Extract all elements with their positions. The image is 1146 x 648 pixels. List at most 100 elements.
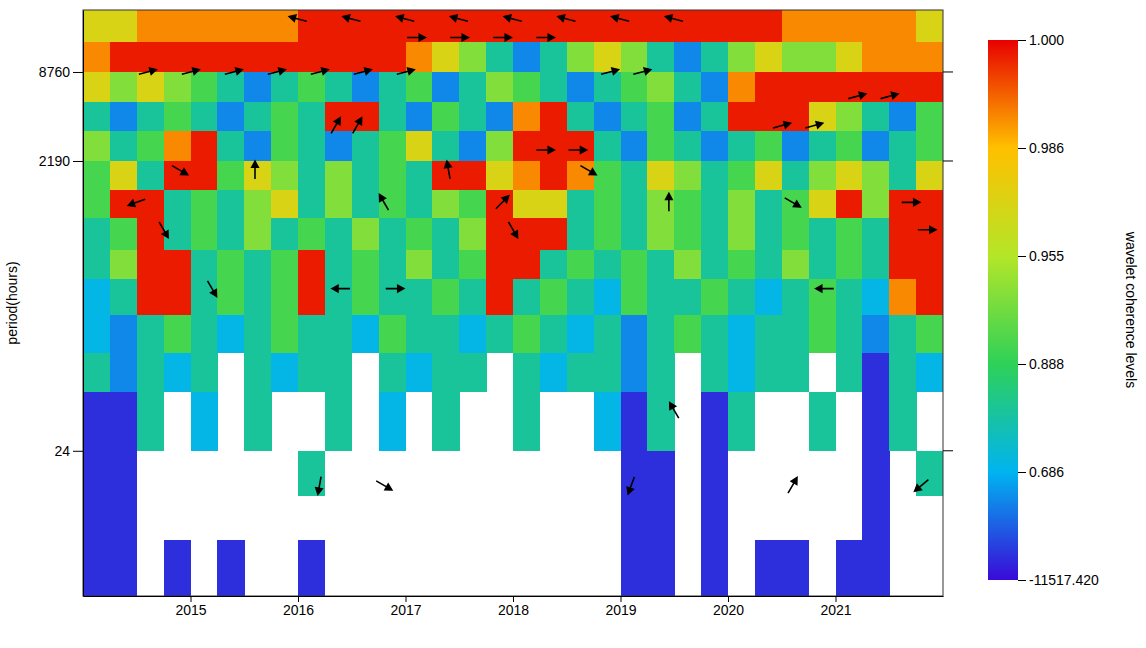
phase-arrow bbox=[407, 34, 425, 40]
cell bbox=[164, 279, 191, 315]
cell bbox=[647, 161, 674, 190]
cell bbox=[217, 10, 244, 42]
phase-arrow bbox=[509, 222, 518, 238]
cell bbox=[782, 218, 809, 250]
cell bbox=[379, 102, 406, 131]
cell bbox=[83, 540, 110, 596]
cell bbox=[110, 353, 137, 392]
cell bbox=[110, 451, 137, 496]
cell bbox=[782, 250, 809, 279]
y-axis-right bbox=[943, 72, 953, 451]
cell bbox=[567, 102, 594, 131]
phase-arrow bbox=[558, 15, 575, 21]
cell bbox=[513, 315, 540, 354]
cell bbox=[621, 131, 648, 162]
cell bbox=[191, 279, 218, 315]
cell bbox=[459, 42, 486, 73]
phase-arrow bbox=[773, 122, 790, 128]
cell bbox=[271, 131, 298, 162]
cell bbox=[217, 72, 244, 102]
cell bbox=[110, 315, 137, 354]
cell bbox=[83, 161, 110, 190]
cell bbox=[432, 250, 459, 279]
cell bbox=[244, 218, 271, 250]
cell bbox=[836, 190, 863, 219]
cell bbox=[889, 161, 916, 190]
cell bbox=[728, 392, 755, 451]
cell bbox=[916, 190, 943, 219]
cell bbox=[406, 353, 433, 392]
cell bbox=[379, 131, 406, 162]
tick: 2021 bbox=[820, 596, 851, 618]
cell bbox=[916, 218, 943, 250]
cell bbox=[809, 102, 836, 131]
phase-arrow bbox=[902, 199, 920, 205]
cell bbox=[567, 315, 594, 354]
cell bbox=[647, 279, 674, 315]
phase-arrow bbox=[268, 68, 285, 74]
cell bbox=[755, 353, 782, 392]
cell bbox=[83, 279, 110, 315]
cell bbox=[809, 131, 836, 162]
cell bbox=[728, 131, 755, 162]
cell bbox=[110, 218, 137, 250]
cell bbox=[432, 279, 459, 315]
cell bbox=[594, 190, 621, 219]
phase-arrow bbox=[881, 92, 898, 98]
phase-arrow bbox=[848, 92, 865, 98]
cell bbox=[352, 131, 379, 162]
cell bbox=[298, 250, 325, 279]
cell bbox=[325, 218, 352, 250]
cell bbox=[298, 540, 325, 596]
cell bbox=[755, 315, 782, 354]
tick: 2017 bbox=[390, 596, 421, 618]
cell bbox=[137, 279, 164, 315]
cell bbox=[352, 10, 379, 42]
cell bbox=[782, 131, 809, 162]
cell bbox=[674, 72, 701, 102]
cell bbox=[594, 279, 621, 315]
cell bbox=[513, 10, 540, 42]
chart-svg: 20152016201720182019202020212421908760pe… bbox=[0, 0, 1146, 648]
cell bbox=[486, 72, 513, 102]
cell bbox=[244, 392, 271, 451]
phase-arrow bbox=[536, 34, 554, 40]
cell bbox=[674, 131, 701, 162]
tick-mark bbox=[943, 450, 953, 451]
phase-arrow bbox=[139, 68, 156, 74]
tick-mark bbox=[1018, 148, 1026, 149]
cell bbox=[701, 190, 728, 219]
cell bbox=[110, 72, 137, 102]
cell bbox=[594, 218, 621, 250]
cell bbox=[701, 250, 728, 279]
cell bbox=[567, 72, 594, 102]
cell bbox=[594, 102, 621, 131]
tick-label: 0.986 bbox=[1029, 140, 1064, 156]
tick-mark bbox=[1018, 472, 1026, 473]
cell bbox=[164, 42, 191, 73]
cell bbox=[459, 72, 486, 102]
cell bbox=[191, 10, 218, 42]
cell bbox=[701, 102, 728, 131]
cell bbox=[809, 218, 836, 250]
cell bbox=[621, 161, 648, 190]
cell bbox=[83, 102, 110, 131]
cell bbox=[459, 131, 486, 162]
phase-arrow bbox=[496, 196, 509, 209]
tick-label: 1.000 bbox=[1029, 32, 1064, 48]
cell bbox=[621, 540, 648, 596]
tick-label: 8760 bbox=[39, 64, 70, 80]
cell bbox=[862, 250, 889, 279]
cell bbox=[916, 315, 943, 354]
cell bbox=[271, 42, 298, 73]
tick-label: 2015 bbox=[175, 602, 206, 618]
cell bbox=[110, 42, 137, 73]
cell bbox=[379, 218, 406, 250]
cell bbox=[621, 315, 648, 354]
axis-line bbox=[83, 11, 84, 597]
cell bbox=[513, 353, 540, 392]
cell bbox=[83, 495, 110, 540]
cell bbox=[809, 42, 836, 73]
phase-arrow bbox=[670, 403, 679, 419]
cell bbox=[567, 42, 594, 73]
